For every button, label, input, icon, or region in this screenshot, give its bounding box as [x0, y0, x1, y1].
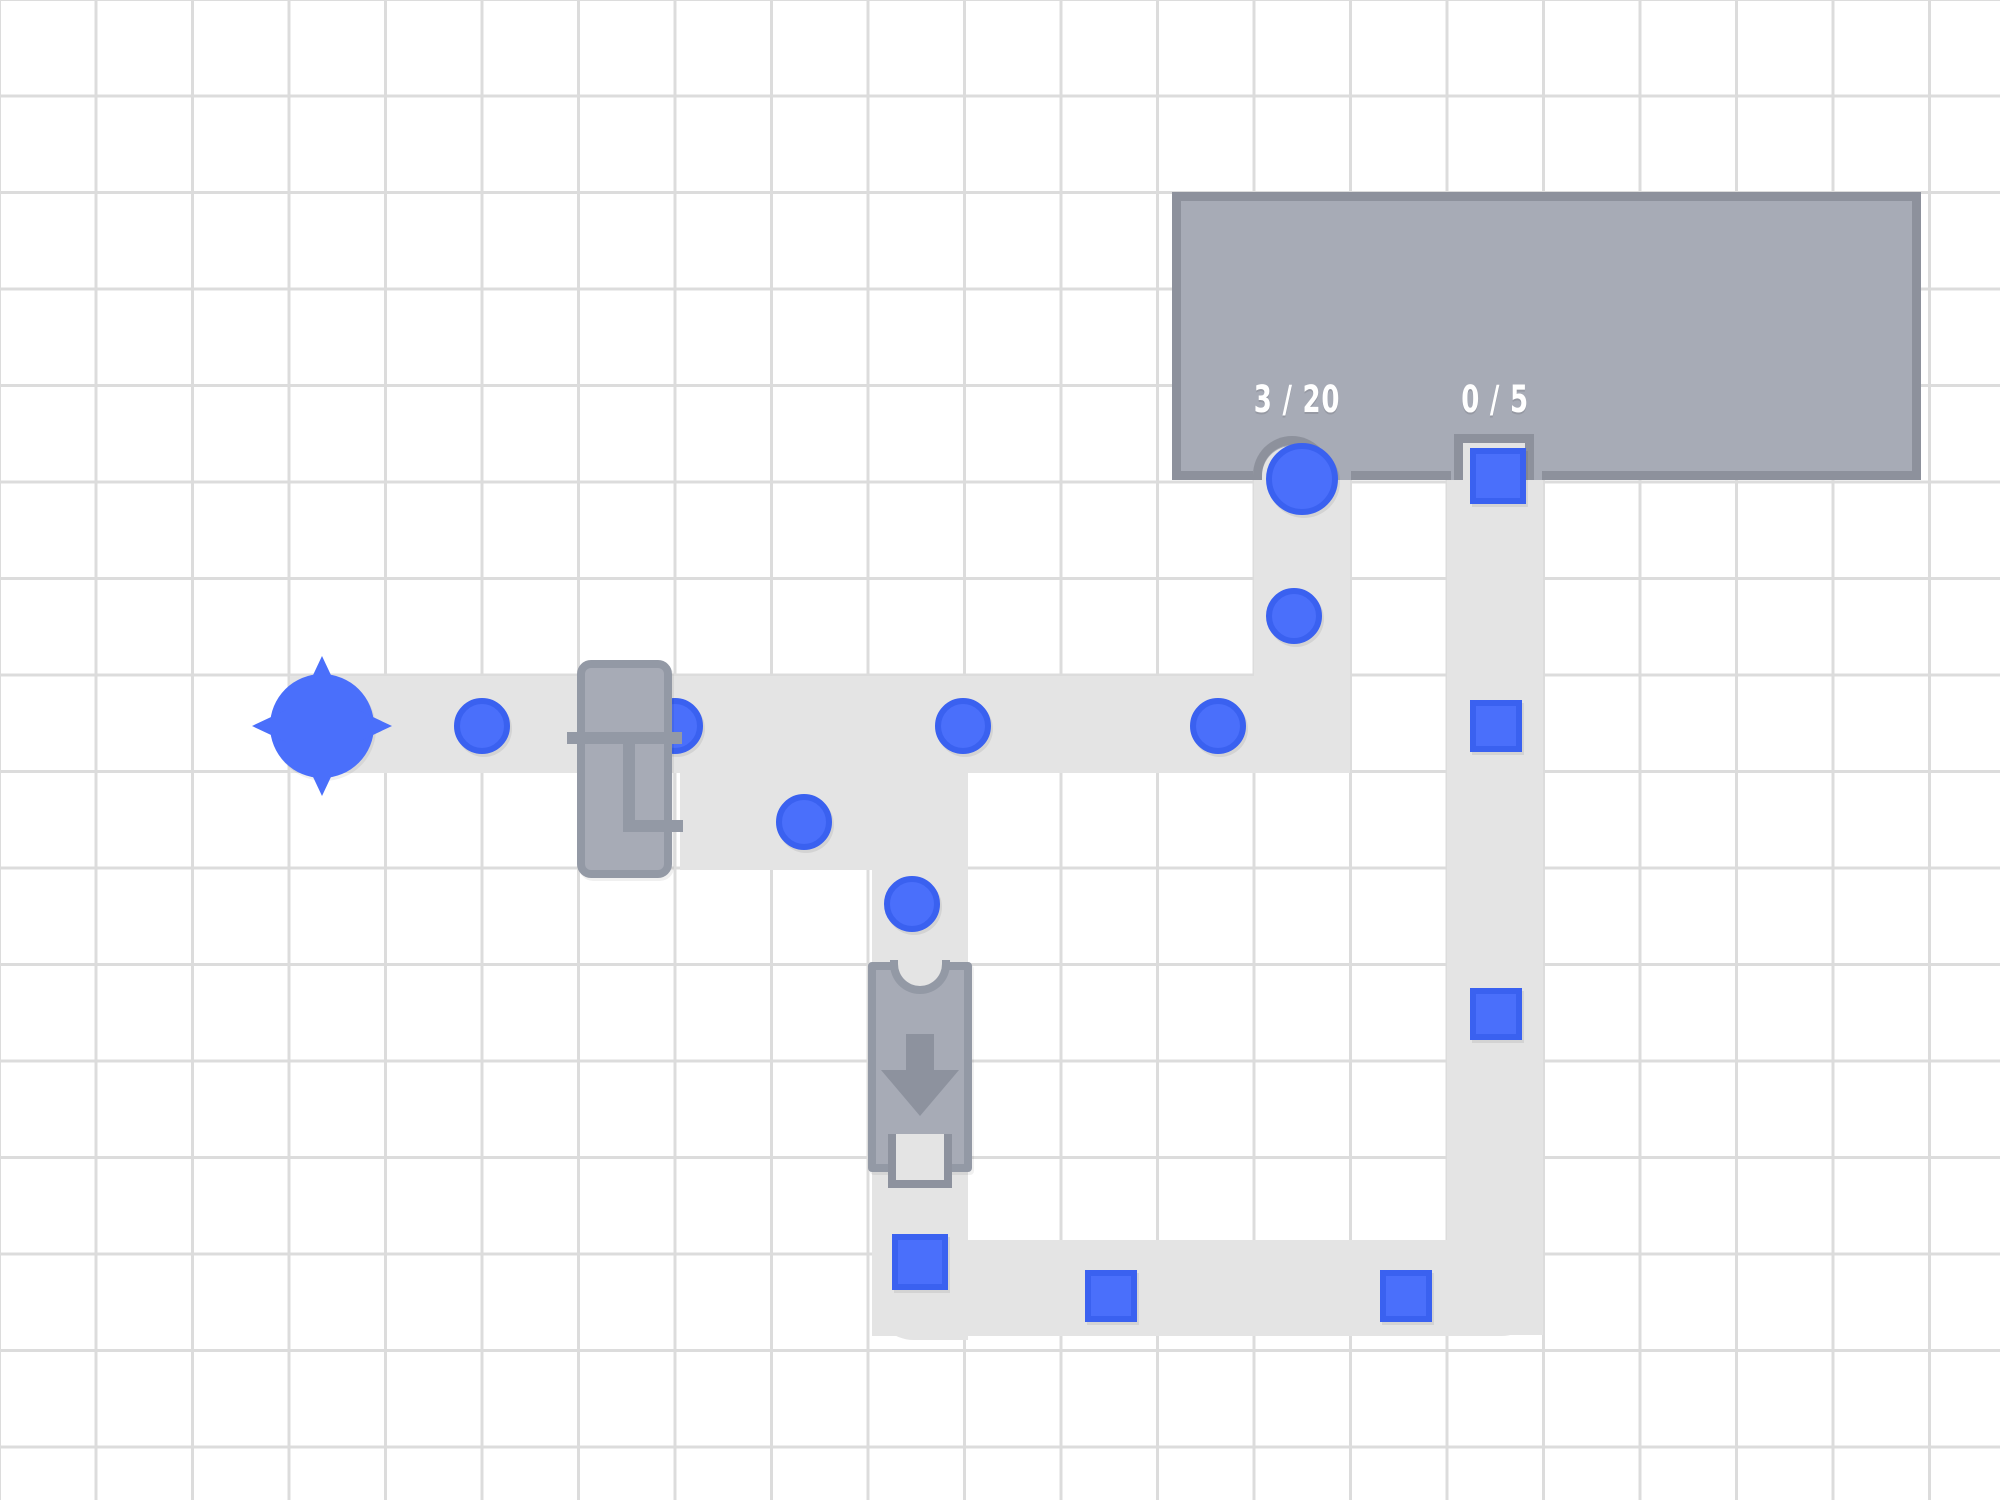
goal-counter-square-label: 0 / 5	[1461, 378, 1529, 421]
down-arrow-icon-head	[881, 1070, 959, 1116]
goal-counter-circle-label: 3 / 20	[1253, 378, 1341, 421]
splitter-machine[interactable]	[567, 660, 683, 878]
goal-panel-floor-middle	[1351, 471, 1451, 480]
t-junction-icon-vertical	[623, 732, 635, 832]
belt-branch-vertical[interactable]	[872, 773, 968, 970]
shape-transformer-machine[interactable]	[868, 960, 972, 1188]
belt-item-circle	[1190, 698, 1246, 754]
belt-item-square	[892, 1234, 948, 1290]
belt-item-circle	[935, 698, 991, 754]
belt-bottom-horizontal[interactable]	[872, 1240, 1472, 1336]
belt-item-circle	[1266, 588, 1322, 644]
goal-panel-floor-right	[1542, 471, 1921, 480]
goal-item-square	[1470, 448, 1526, 504]
goal-panel-floor-left	[1172, 471, 1253, 480]
belt-item-square	[1470, 700, 1522, 752]
belt-item-square	[1085, 1270, 1137, 1322]
goal-panel	[1172, 192, 1921, 480]
source-spike-right	[358, 710, 392, 742]
belt-item-circle	[776, 794, 832, 850]
source-body	[270, 674, 374, 778]
item-source-emitter[interactable]	[252, 656, 392, 796]
transformer-output-square-slot	[888, 1134, 952, 1188]
belt-item-circle	[884, 876, 940, 932]
belt-item-square	[1380, 1270, 1432, 1322]
t-junction-icon-foot	[623, 820, 683, 832]
belt-item-square	[1470, 988, 1522, 1040]
source-spike-left	[252, 710, 286, 742]
goal-item-circle	[1266, 443, 1338, 515]
belt-to-square-goal[interactable]	[1447, 455, 1543, 1335]
source-spike-top	[306, 656, 338, 690]
belt-item-circle	[454, 698, 510, 754]
belt-corner-top-right[interactable]	[1254, 676, 1350, 773]
source-spike-bottom	[306, 762, 338, 796]
